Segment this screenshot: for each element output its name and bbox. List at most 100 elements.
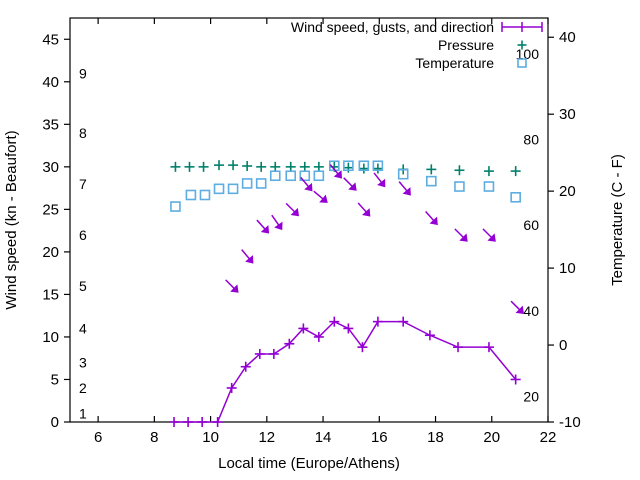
wind-direction-arrow bbox=[241, 249, 254, 264]
wind-direction-arrow bbox=[225, 279, 239, 293]
wind-direction-arrow bbox=[300, 176, 313, 192]
temperature-marker bbox=[213, 183, 225, 195]
x-tick-label: 6 bbox=[94, 429, 102, 446]
wind-speed-marker bbox=[372, 316, 383, 327]
pressure-marker bbox=[170, 161, 181, 172]
y-axis-title: Wind speed (kn - Beaufort) bbox=[3, 130, 20, 309]
y2-tick-label: 40 bbox=[559, 29, 576, 46]
beaufort-label: 8 bbox=[79, 125, 87, 141]
wind-direction-arrow bbox=[271, 214, 283, 231]
pressure-marker bbox=[313, 161, 324, 172]
temperature-marker bbox=[285, 170, 297, 182]
temperature-marker bbox=[199, 189, 211, 201]
y-tick-label: 0 bbox=[51, 414, 59, 431]
y-tick-label: 35 bbox=[42, 116, 59, 133]
y-tick-label: 15 bbox=[42, 286, 59, 303]
beaufort-label: 6 bbox=[79, 227, 87, 243]
y2-tick-label: 10 bbox=[559, 260, 576, 277]
temperature-marker bbox=[269, 170, 281, 182]
wind-speed-marker bbox=[357, 342, 368, 353]
pressure-marker bbox=[299, 161, 310, 172]
x-tick-label: 18 bbox=[427, 429, 444, 446]
x-tick-label: 14 bbox=[315, 429, 332, 446]
wind-speed-marker bbox=[183, 417, 194, 427]
x-axis-title: Local time (Europe/Athens) bbox=[218, 455, 400, 472]
temperature-marker bbox=[343, 160, 354, 172]
pressure-marker bbox=[256, 161, 267, 172]
wind-speed-marker bbox=[268, 348, 279, 359]
wind-direction-arrow bbox=[285, 202, 300, 217]
y-tick-label: 10 bbox=[42, 329, 59, 346]
y-tick-label: 30 bbox=[42, 159, 59, 176]
y2-tick-label: 0 bbox=[559, 337, 567, 354]
legend-marker-pressure bbox=[517, 40, 527, 50]
plot-border bbox=[69, 17, 549, 423]
legend-label: Temperature bbox=[415, 55, 494, 71]
x-tick-label: 10 bbox=[202, 429, 219, 446]
wind-speed-marker bbox=[483, 342, 494, 353]
y-tick-label: 5 bbox=[51, 371, 59, 388]
temperature-marker bbox=[313, 170, 325, 182]
pressure-marker bbox=[198, 161, 209, 172]
wind-direction-arrow bbox=[357, 202, 371, 217]
y-tick-label: 20 bbox=[42, 244, 59, 261]
beaufort-label: 1 bbox=[79, 405, 87, 421]
y2-tick-label: -10 bbox=[559, 414, 581, 431]
pressure-marker bbox=[343, 162, 354, 173]
legend-marker-temperature bbox=[517, 58, 527, 68]
wind-speed-marker bbox=[226, 382, 237, 393]
pressure-marker bbox=[270, 161, 281, 172]
y-tick-label: 25 bbox=[42, 201, 59, 218]
wind-speed-marker bbox=[329, 316, 340, 327]
wind-direction-arrow bbox=[343, 177, 357, 191]
x-tick-label: 8 bbox=[150, 429, 158, 446]
beaufort-label: 2 bbox=[79, 380, 87, 396]
temperature-marker bbox=[185, 189, 197, 201]
temperature-marker bbox=[372, 160, 384, 172]
wind-speed-line bbox=[174, 320, 517, 423]
wind-speed-marker bbox=[240, 361, 251, 372]
x-tick-label: 16 bbox=[371, 429, 388, 446]
wind-speed-marker bbox=[453, 342, 464, 353]
pressure-marker bbox=[214, 160, 225, 171]
pressure-marker bbox=[358, 163, 369, 174]
legend-marker-wind bbox=[501, 22, 543, 32]
pressure-marker bbox=[228, 160, 239, 171]
wind-speed-marker bbox=[254, 348, 265, 359]
y-tick-label: 40 bbox=[42, 74, 59, 91]
wind-speed-marker bbox=[343, 323, 354, 334]
beaufort-label: 4 bbox=[79, 320, 87, 336]
wind-speed-marker bbox=[398, 316, 409, 327]
beaufort-label: 7 bbox=[79, 176, 87, 192]
wind-speed-marker bbox=[284, 338, 295, 349]
temperature-marker bbox=[397, 168, 409, 180]
x-tick-label: 22 bbox=[540, 429, 557, 446]
wind-direction-arrow bbox=[256, 219, 270, 234]
x-tick-label: 12 bbox=[258, 429, 275, 446]
wind-direction-arrow bbox=[482, 228, 496, 242]
legend-label: Wind speed, gusts, and direction bbox=[291, 19, 494, 35]
wind-direction-arrow bbox=[398, 181, 411, 196]
temperature-marker bbox=[227, 183, 239, 195]
wind-direction-arrow bbox=[373, 172, 386, 188]
wind-direction-arrow bbox=[510, 300, 524, 315]
wind-speed-marker bbox=[197, 417, 208, 427]
fahrenheit-label: 40 bbox=[523, 303, 539, 319]
pressure-marker bbox=[184, 161, 195, 172]
wind-speed-marker bbox=[298, 323, 309, 334]
wind-direction-arrow bbox=[329, 164, 342, 179]
temperature-marker bbox=[255, 178, 267, 189]
y-tick-label: 45 bbox=[42, 31, 59, 48]
pressure-marker bbox=[372, 163, 383, 174]
temperature-marker bbox=[454, 181, 465, 192]
temperature-marker bbox=[358, 160, 370, 172]
wind-speed-marker bbox=[169, 417, 180, 427]
wind-speed-marker bbox=[313, 331, 324, 342]
y2-tick-label: 20 bbox=[559, 183, 576, 200]
fahrenheit-label: 20 bbox=[523, 389, 539, 405]
temperature-marker bbox=[299, 170, 311, 182]
wind-speed-marker bbox=[424, 330, 435, 341]
pressure-marker bbox=[242, 160, 253, 171]
beaufort-label: 5 bbox=[79, 278, 87, 294]
